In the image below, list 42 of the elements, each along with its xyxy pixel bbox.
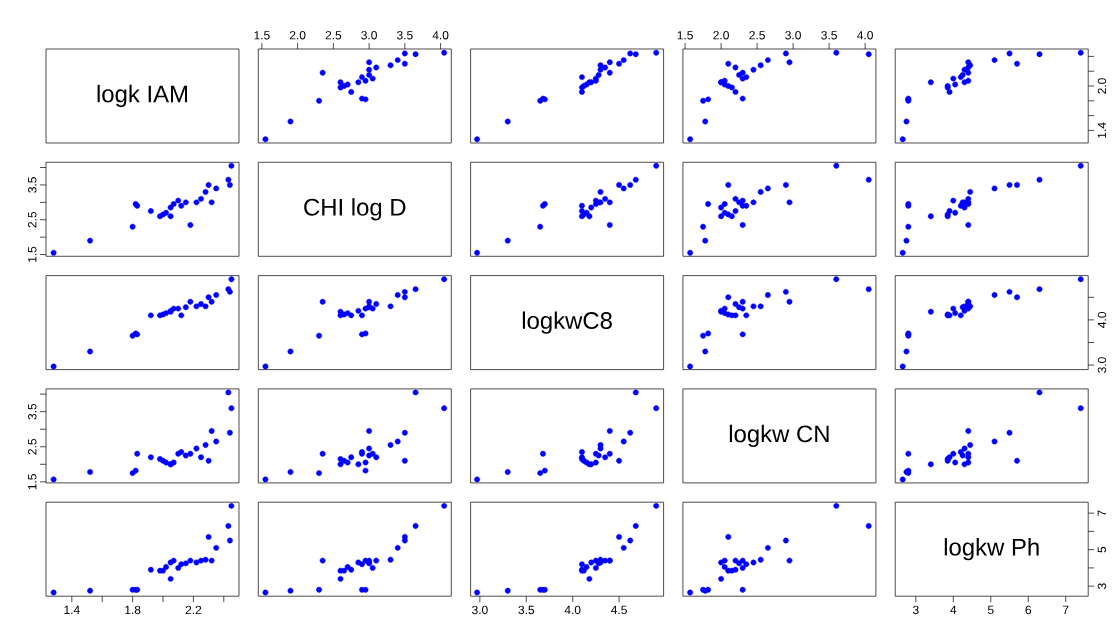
x-tick-label: 4.0 [564, 605, 581, 615]
x-tick-label: 3.5 [396, 31, 413, 40]
y-tick-label: 7 [1097, 510, 1106, 516]
x-tick-label: 1.5 [677, 31, 693, 40]
text: CHI log D [304, 198, 406, 221]
y-tick-label: 2.5 [28, 211, 37, 228]
text: logk IAM [97, 84, 188, 108]
x-tick-label: 1.4 [64, 605, 80, 614]
y-tick-label: 3.5 [28, 177, 37, 193]
x-tick-label: 2.5 [325, 31, 342, 40]
x-tick-label: 4.5 [611, 605, 627, 615]
x-tick-label: 3.0 [472, 605, 488, 615]
y-tick-label: 1.5 [28, 246, 37, 262]
y-tick-label: 1.4 [1097, 122, 1106, 138]
x-tick-label: 3.5 [518, 605, 535, 615]
x-tick-label: 4 [950, 605, 957, 614]
y-tick-label: 3.5 [28, 403, 37, 420]
x-tick-label: 2.0 [713, 31, 729, 40]
y-tick-label: 5 [1097, 546, 1107, 553]
x-tick-label: 4.0 [857, 31, 873, 40]
x-tick-label: 2.2 [185, 605, 202, 615]
x-tick-label: 4.0 [432, 31, 449, 40]
x-tick-label: 3.0 [361, 31, 377, 40]
x-tick-label: 3.0 [785, 31, 801, 40]
x-tick-label: 3 [912, 605, 919, 615]
text: logkw CN [729, 424, 829, 448]
text: logkw Ph [944, 538, 1039, 561]
x-tick-label: 2.0 [289, 31, 306, 40]
text: logkwC8 [522, 311, 612, 334]
x-tick-label: 6 [1025, 605, 1032, 615]
x-tick-label: 1.8 [125, 605, 141, 615]
y-tick-label: 2.5 [28, 438, 37, 455]
y-tick-label: 4.0 [1097, 312, 1107, 328]
x-tick-label: 5 [987, 605, 994, 615]
y-tick-label: 3.0 [1097, 357, 1107, 373]
x-tick-label: 7 [1063, 605, 1069, 614]
x-tick-label: 3.5 [821, 31, 837, 40]
y-tick-label: 2.0 [1097, 78, 1107, 94]
x-tick-label: 2.5 [749, 31, 765, 40]
y-tick-label: 1.5 [28, 474, 37, 490]
y-tick-label: 3 [1097, 583, 1107, 590]
x-tick-label: 1.5 [254, 31, 270, 40]
